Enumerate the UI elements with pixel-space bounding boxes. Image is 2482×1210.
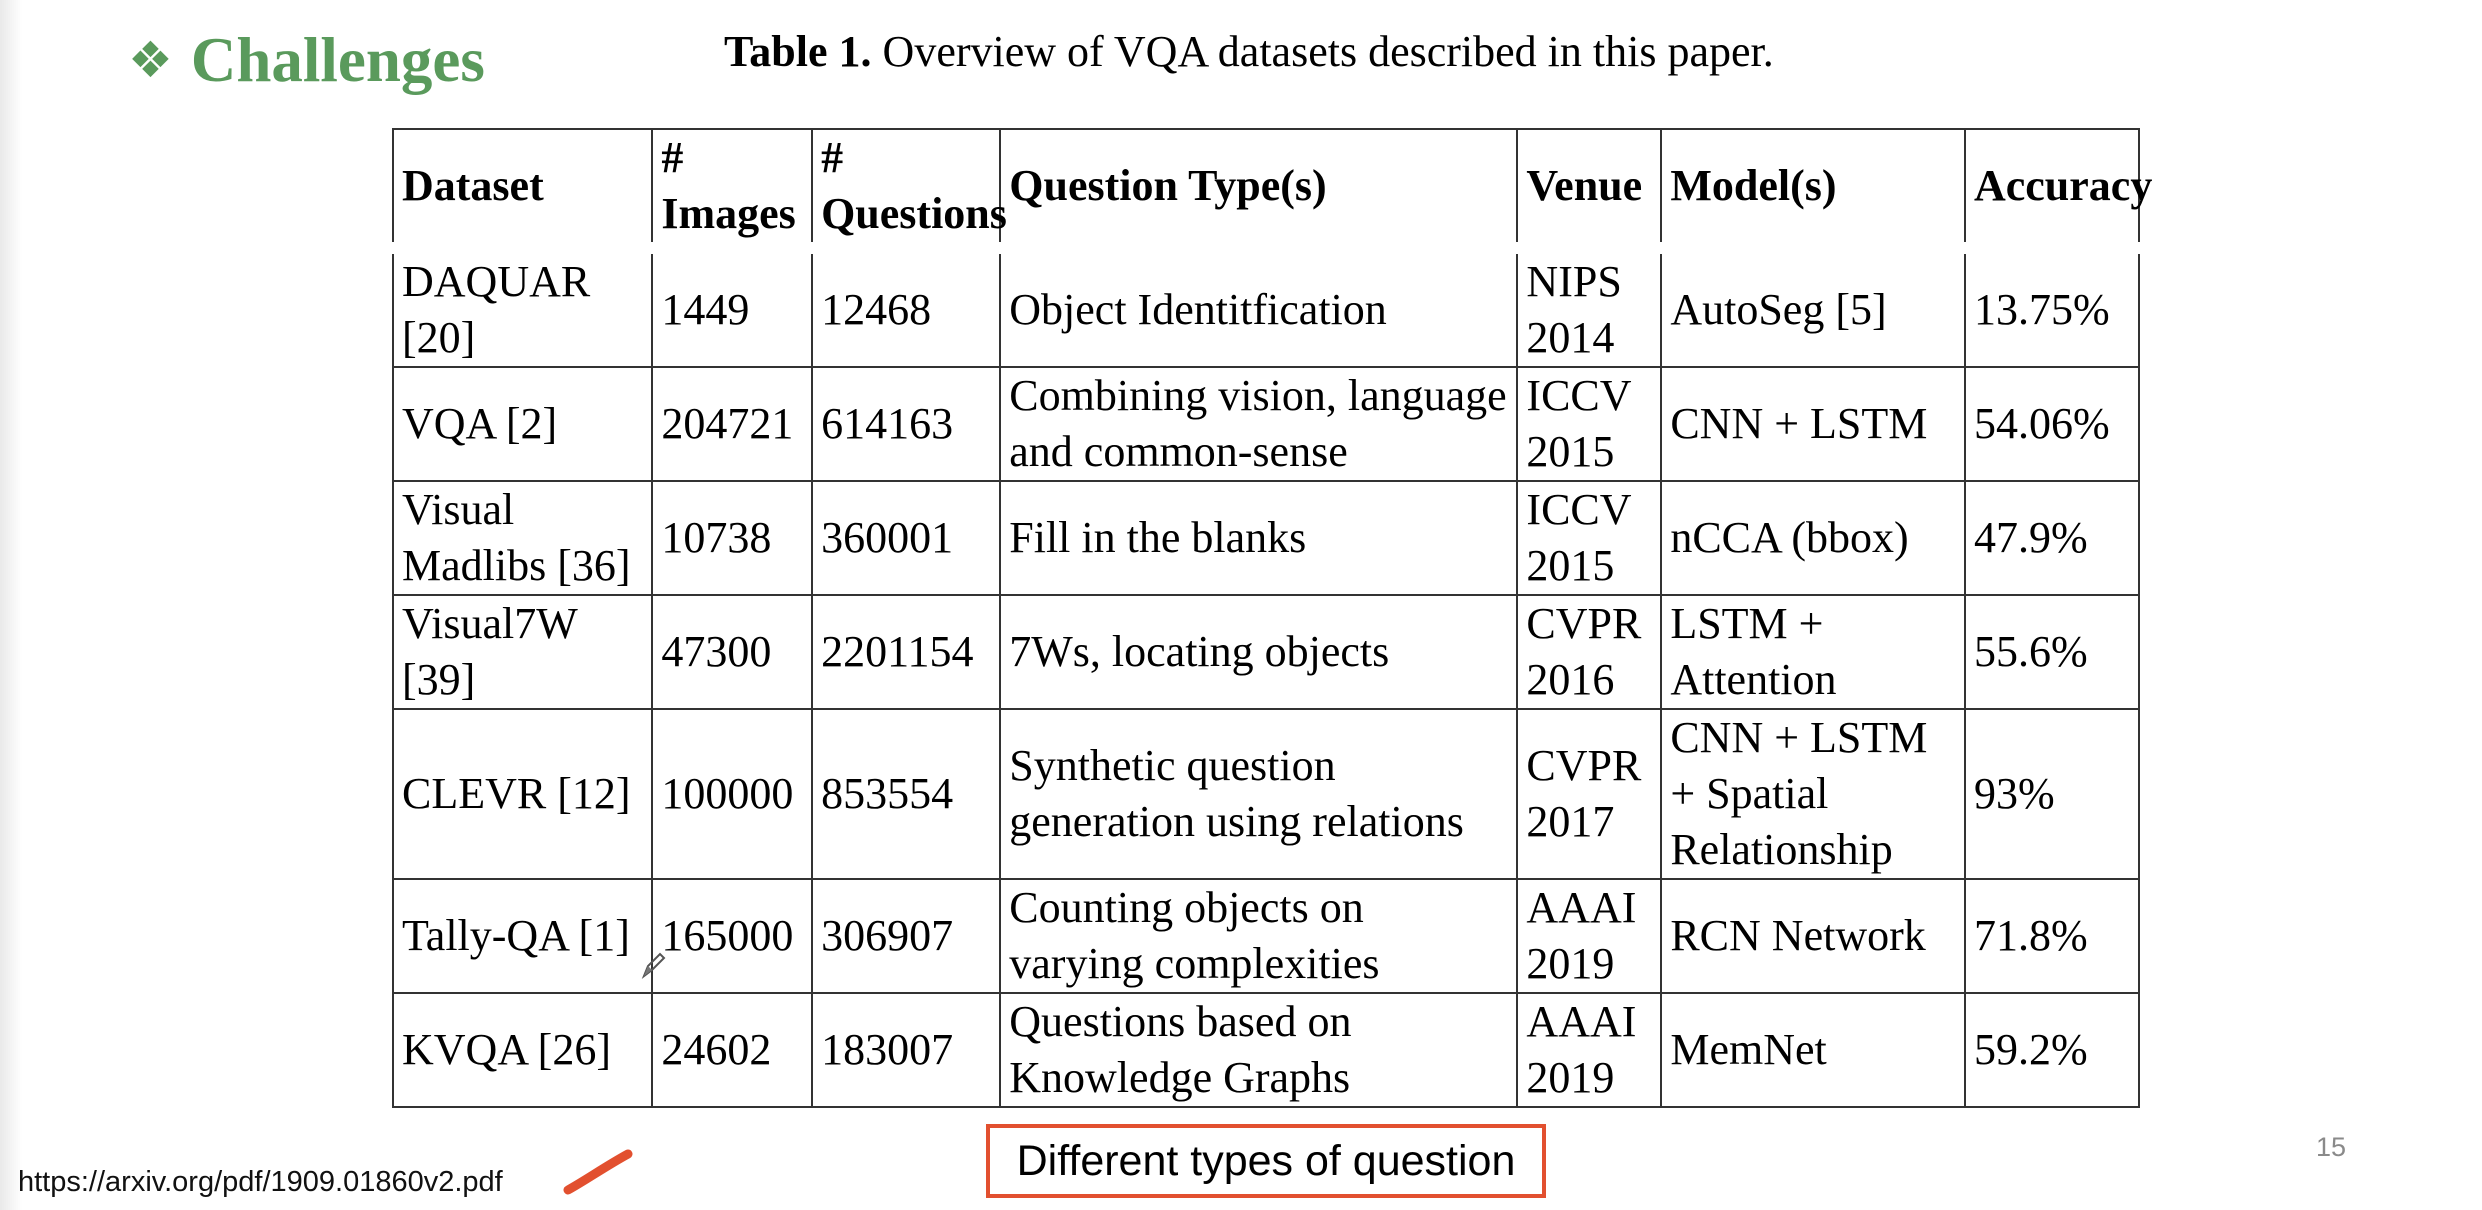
cell-images: 165000 bbox=[651, 878, 814, 994]
source-link[interactable]: https://arxiv.org/pdf/1909.01860v2.pdf bbox=[18, 1166, 503, 1198]
cell-model: LSTM + Attention bbox=[1660, 594, 1966, 710]
table-row: VQA [2] 204721 614163 Combining vision, … bbox=[391, 366, 2141, 482]
cell-questions: 360001 bbox=[811, 480, 1002, 596]
table-header-row: Dataset # Images # Questions Question Ty… bbox=[391, 128, 2152, 249]
header-questions: # Questions bbox=[811, 128, 1007, 249]
cell-accuracy: 55.6% bbox=[1963, 594, 2141, 710]
table-caption-label: Table 1. bbox=[724, 27, 872, 76]
slide-title-text: Challenges bbox=[190, 25, 485, 95]
cell-images: 1449 bbox=[651, 247, 814, 368]
diamond-bullet-icon: ❖ bbox=[128, 31, 173, 89]
table-row: Visual7W [39] 47300 2201154 7Ws, locatin… bbox=[391, 594, 2141, 710]
cell-question-type: Object Identitfication bbox=[999, 247, 1519, 368]
cell-questions: 183007 bbox=[811, 992, 1002, 1108]
cell-question-type: Questions based on Knowledge Graphs bbox=[999, 992, 1519, 1108]
cell-question-type: 7Ws, locating objects bbox=[999, 594, 1519, 710]
cell-venue: ICCV 2015 bbox=[1516, 480, 1663, 596]
question-types-callout: Different types of question bbox=[986, 1124, 1546, 1198]
cell-model: CNN + LSTM + Spatial Relationship bbox=[1660, 708, 1966, 880]
vqa-datasets-table: Dataset # Images # Questions Question Ty… bbox=[391, 128, 2152, 1108]
table-row: Visual Madlibs [36] 10738 360001 Fill in… bbox=[391, 480, 2141, 596]
table-row: Tally-QA [1] 165000 306907 Counting obje… bbox=[391, 878, 2141, 994]
cell-accuracy: 71.8% bbox=[1963, 878, 2141, 994]
cell-venue: AAAI 2019 bbox=[1516, 878, 1663, 994]
cell-dataset: CLEVR [12] bbox=[391, 708, 654, 880]
cell-images: 10738 bbox=[651, 480, 814, 596]
cell-model: nCCA (bbox) bbox=[1660, 480, 1966, 596]
header-accuracy: Accuracy bbox=[1963, 128, 2152, 249]
cell-dataset: Visual Madlibs [36] bbox=[391, 480, 654, 596]
cell-dataset: VQA [2] bbox=[391, 366, 654, 482]
cell-questions: 853554 bbox=[811, 708, 1002, 880]
table-row: KVQA [26] 24602 183007 Questions based o… bbox=[391, 992, 2141, 1108]
cell-dataset: Tally-QA [1] bbox=[391, 878, 654, 994]
header-dataset: Dataset bbox=[391, 128, 654, 249]
cell-question-type: Synthetic question generation using rela… bbox=[999, 708, 1519, 880]
cell-dataset: KVQA [26] bbox=[391, 992, 654, 1108]
slide-title: ❖ Challenges bbox=[128, 22, 485, 102]
cell-venue: NIPS 2014 bbox=[1516, 247, 1663, 368]
header-venue: Venue bbox=[1516, 128, 1663, 249]
header-models: Model(s) bbox=[1660, 128, 1966, 249]
cell-images: 100000 bbox=[651, 708, 814, 880]
cell-images: 204721 bbox=[651, 366, 814, 482]
cell-question-type: Combining vision, language and common-se… bbox=[999, 366, 1519, 482]
cell-questions: 614163 bbox=[811, 366, 1002, 482]
cell-model: RCN Network bbox=[1660, 878, 1966, 994]
header-images: # Images bbox=[651, 128, 814, 249]
cell-dataset: DAQUAR [20] bbox=[391, 247, 654, 368]
cell-accuracy: 59.2% bbox=[1963, 992, 2141, 1108]
cell-question-type: Counting objects on varying complexities bbox=[999, 878, 1519, 994]
pen-cursor-icon bbox=[641, 952, 666, 979]
cell-questions: 12468 bbox=[811, 247, 1002, 368]
cell-questions: 306907 bbox=[811, 878, 1002, 994]
table-caption-text: Overview of VQA datasets described in th… bbox=[871, 27, 1774, 76]
cell-venue: AAAI 2019 bbox=[1516, 992, 1663, 1108]
cell-model: AutoSeg [5] bbox=[1660, 247, 1966, 368]
cell-accuracy: 54.06% bbox=[1963, 366, 2141, 482]
header-question-types: Question Type(s) bbox=[999, 128, 1519, 249]
cell-images: 24602 bbox=[651, 992, 814, 1108]
cell-question-type: Fill in the blanks bbox=[999, 480, 1519, 596]
cell-dataset: Visual7W [39] bbox=[391, 594, 654, 710]
slide-edge-shadow bbox=[0, 0, 22, 1210]
cell-venue: CVPR 2017 bbox=[1516, 708, 1663, 880]
page-number: 15 bbox=[2316, 1132, 2347, 1162]
table-row: CLEVR [12] 100000 853554 Synthetic quest… bbox=[391, 708, 2141, 880]
cell-accuracy: 93% bbox=[1963, 708, 2141, 880]
cell-images: 47300 bbox=[651, 594, 814, 710]
cell-accuracy: 13.75% bbox=[1963, 247, 2141, 368]
table-caption: Table 1. Overview of VQA datasets descri… bbox=[724, 22, 1774, 82]
table-row: DAQUAR [20] 1449 12468 Object Identitfic… bbox=[391, 247, 2141, 368]
cell-venue: CVPR 2016 bbox=[1516, 594, 1663, 710]
cell-model: MemNet bbox=[1660, 992, 1966, 1108]
cell-accuracy: 47.9% bbox=[1963, 480, 2141, 596]
cell-questions: 2201154 bbox=[811, 594, 1002, 710]
cell-model: CNN + LSTM bbox=[1660, 366, 1966, 482]
cell-venue: ICCV 2015 bbox=[1516, 366, 1663, 482]
pen-stroke-icon bbox=[563, 1149, 633, 1195]
